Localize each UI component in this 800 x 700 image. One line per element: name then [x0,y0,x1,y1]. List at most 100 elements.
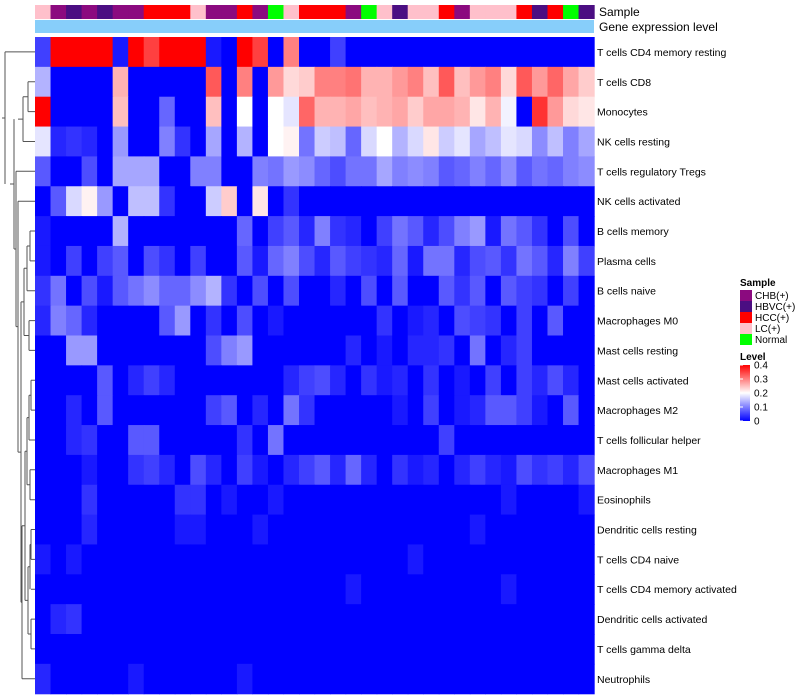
heatmap-cell [361,216,378,247]
row-dendrogram [2,51,35,680]
heatmap-cell [438,156,455,187]
heatmap-cell [547,425,564,456]
heatmap-cell [283,634,300,665]
heatmap-cell [159,574,176,605]
heatmap-cell [361,186,378,217]
row-label: T cells regulatory Tregs [597,166,706,178]
heatmap-cell [174,66,191,98]
heatmap-cell [143,96,160,128]
heatmap-cell [454,484,471,516]
heatmap-cell [547,395,564,426]
heatmap-cell [267,604,285,635]
heatmap-cell [50,335,67,366]
heatmap-cell [500,395,518,426]
heatmap-cell [516,663,533,695]
heatmap-cell [563,574,580,605]
heatmap-cell [267,514,285,546]
heatmap-cell [299,66,316,98]
heatmap-cell [531,663,549,695]
heatmap-cell [516,37,533,68]
heatmap-cell [314,126,331,157]
heatmap-cell [159,544,176,575]
heatmap-cell [407,96,424,128]
heatmap-cell [190,245,207,277]
dendrogram-branches [2,51,35,680]
heatmap-cell [454,156,471,187]
heatmap-cells [35,37,595,695]
heatmap-cell [376,37,393,68]
heatmap-cell [563,186,580,217]
heatmap-cell [112,634,129,665]
heatmap-cell [236,574,254,605]
heatmap-cell [361,126,378,157]
heatmap-cell [563,245,580,277]
heatmap-cell [469,484,486,516]
heatmap-cell [345,96,362,128]
heatmap-cell [143,66,160,98]
heatmap-cell [128,96,145,128]
heatmap-cell [469,96,486,128]
row-label: T cells CD4 memory resting [597,47,726,59]
heatmap-cell [190,544,207,575]
heatmap-cell [143,574,160,605]
heatmap-cell [283,216,300,247]
heatmap-cell [376,514,393,546]
heatmap-cell [392,634,409,665]
heatmap-cell [345,574,362,605]
heatmap-cell [345,663,362,695]
heatmap-cell [376,574,393,605]
heatmap-cell [97,514,114,546]
heatmap-cell [252,574,269,605]
expression-level-annotation-bar [35,20,594,33]
heatmap-cell [299,425,316,456]
heatmap-cell [35,634,52,665]
heatmap-cell [159,663,176,695]
sample-annotation-cell [438,5,455,19]
heatmap-cell [267,37,285,68]
heatmap-cell [469,514,486,546]
heatmap-cell [547,335,564,366]
heatmap-cell [50,37,67,68]
heatmap-cell [361,365,378,396]
heatmap-cell [392,186,409,217]
heatmap-cell [159,186,176,217]
heatmap-cell [407,663,424,695]
heatmap-cell [563,425,580,456]
heatmap-cell [299,663,316,695]
heatmap-cell [112,37,129,68]
heatmap-cell [563,395,580,426]
heatmap-cell [423,66,440,98]
heatmap-cell [128,574,145,605]
heatmap-cell [299,514,316,546]
heatmap-cell [221,514,238,546]
heatmap-cell [283,425,300,456]
heatmap-cell [438,275,455,307]
heatmap-cell [454,305,471,337]
heatmap-cell [330,186,347,217]
heatmap-cell [236,425,254,456]
heatmap-cell [531,454,549,486]
heatmap-cell [50,544,67,575]
heatmap-cell [469,66,486,98]
heatmap-cell [563,305,580,337]
legend-sample-swatch [740,290,752,301]
heatmap-cell [314,156,331,187]
heatmap-cell [267,544,285,575]
heatmap-cell [407,365,424,396]
heatmap-cell [563,66,580,98]
heatmap-cell [500,454,518,486]
heatmap-cell [345,275,362,307]
heatmap-cell [376,634,393,665]
heatmap-cell [81,96,98,128]
heatmap-cell [563,544,580,575]
heatmap-cell [190,216,207,247]
heatmap-cell [283,663,300,695]
heatmap-cell [485,96,502,128]
heatmap-cell [407,156,424,187]
heatmap-cell [500,66,518,98]
heatmap-cell [547,574,564,605]
heatmap-cell [407,335,424,366]
sample-annotation-cell [314,5,331,19]
heatmap-cell [205,335,222,366]
heatmap-cell [236,514,254,546]
